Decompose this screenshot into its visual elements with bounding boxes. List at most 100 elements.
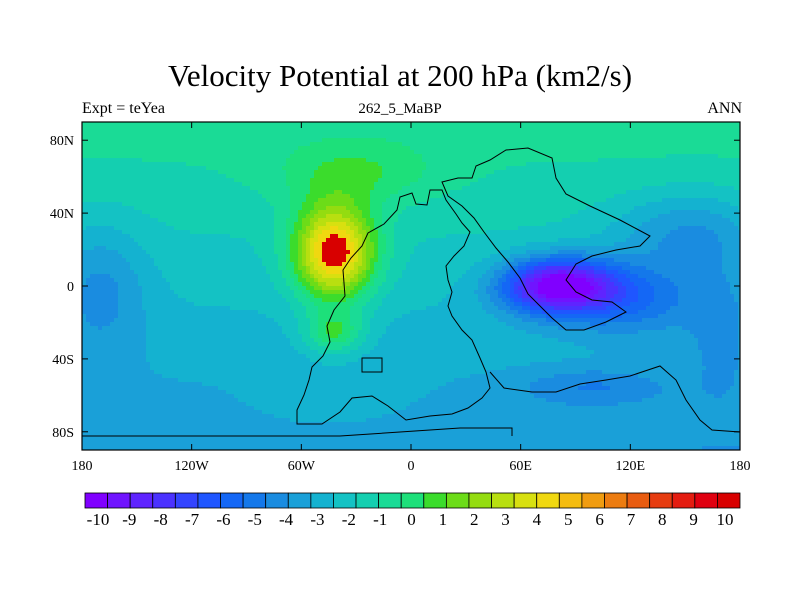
field-cell <box>658 154 663 159</box>
field-cell <box>522 166 527 171</box>
field-cell <box>718 146 723 151</box>
field-cell <box>374 234 379 239</box>
field-cell <box>154 142 159 147</box>
field-cell <box>214 166 219 171</box>
field-cell <box>530 238 535 243</box>
field-cell <box>406 218 411 223</box>
field-cell <box>598 222 603 227</box>
field-cell <box>702 230 707 235</box>
field-cell <box>530 154 535 159</box>
field-cell <box>486 198 491 203</box>
field-cell <box>198 230 203 235</box>
field-cell <box>266 174 271 179</box>
field-cell <box>334 146 339 151</box>
field-cell <box>162 162 167 167</box>
field-cell <box>290 202 295 207</box>
field-cell <box>686 218 691 223</box>
field-cell <box>262 234 267 239</box>
field-cell <box>158 238 163 243</box>
field-cell <box>162 226 167 231</box>
field-cell <box>266 206 271 211</box>
field-cell <box>234 126 239 131</box>
field-cell <box>730 126 735 131</box>
field-cell <box>322 134 327 139</box>
field-cell <box>646 222 651 227</box>
field-cell <box>498 134 503 139</box>
field-cell <box>326 206 331 211</box>
field-cell <box>450 162 455 167</box>
field-cell <box>158 234 163 239</box>
field-cell <box>194 202 199 207</box>
field-cell <box>686 138 691 143</box>
field-cell <box>174 198 179 203</box>
field-cell <box>738 222 740 227</box>
field-cell <box>114 166 119 171</box>
field-cell <box>574 198 579 203</box>
field-cell <box>154 122 159 127</box>
field-cell <box>202 154 207 159</box>
field-cell <box>418 126 423 131</box>
field-cell <box>434 142 439 147</box>
field-cell <box>362 210 367 215</box>
field-cell <box>454 186 459 191</box>
field-cell <box>150 238 155 243</box>
field-cell <box>282 210 287 215</box>
field-cell <box>94 166 99 171</box>
field-cell <box>378 190 383 195</box>
field-cell <box>182 218 187 223</box>
field-cell <box>650 182 655 187</box>
field-cell <box>686 154 691 159</box>
field-cell <box>218 222 223 227</box>
field-cell <box>282 142 287 147</box>
field-cell <box>458 126 463 131</box>
field-cell <box>410 194 415 199</box>
field-cell <box>166 194 171 199</box>
field-cell <box>290 230 295 235</box>
field-cell <box>214 186 219 191</box>
field-cell <box>346 150 351 155</box>
field-cell <box>706 178 711 183</box>
field-cell <box>174 190 179 195</box>
field-cell <box>350 238 355 243</box>
field-cell <box>266 210 271 215</box>
field-cell <box>602 150 607 155</box>
field-cell <box>522 130 527 135</box>
field-cell <box>590 166 595 171</box>
field-cell <box>606 130 611 135</box>
field-cell <box>290 174 295 179</box>
field-cell <box>458 138 463 143</box>
field-cell <box>342 166 347 171</box>
field-cell <box>694 126 699 131</box>
field-cell <box>382 162 387 167</box>
field-cell <box>422 158 427 163</box>
field-cell <box>562 158 567 163</box>
field-cell <box>122 190 127 195</box>
field-cell <box>602 138 607 143</box>
field-cell <box>322 206 327 211</box>
field-cell <box>262 210 267 215</box>
field-cell <box>738 142 740 147</box>
field-cell <box>586 158 591 163</box>
field-cell <box>710 226 715 231</box>
field-cell <box>594 182 599 187</box>
field-cell <box>194 178 199 183</box>
field-cell <box>594 234 599 239</box>
field-cell <box>462 238 467 243</box>
field-cell <box>350 222 355 227</box>
field-cell <box>670 238 675 243</box>
field-cell <box>378 166 383 171</box>
field-cell <box>582 154 587 159</box>
field-cell <box>490 234 495 239</box>
field-cell <box>678 222 683 227</box>
field-cell <box>542 166 547 171</box>
field-cell <box>598 214 603 219</box>
field-cell <box>158 134 163 139</box>
field-cell <box>634 238 639 243</box>
field-cell <box>630 166 635 171</box>
field-cell <box>694 198 699 203</box>
field-cell <box>226 226 231 231</box>
field-cell <box>506 178 511 183</box>
field-cell <box>270 166 275 171</box>
field-cell <box>546 162 551 167</box>
field-cell <box>602 202 607 207</box>
